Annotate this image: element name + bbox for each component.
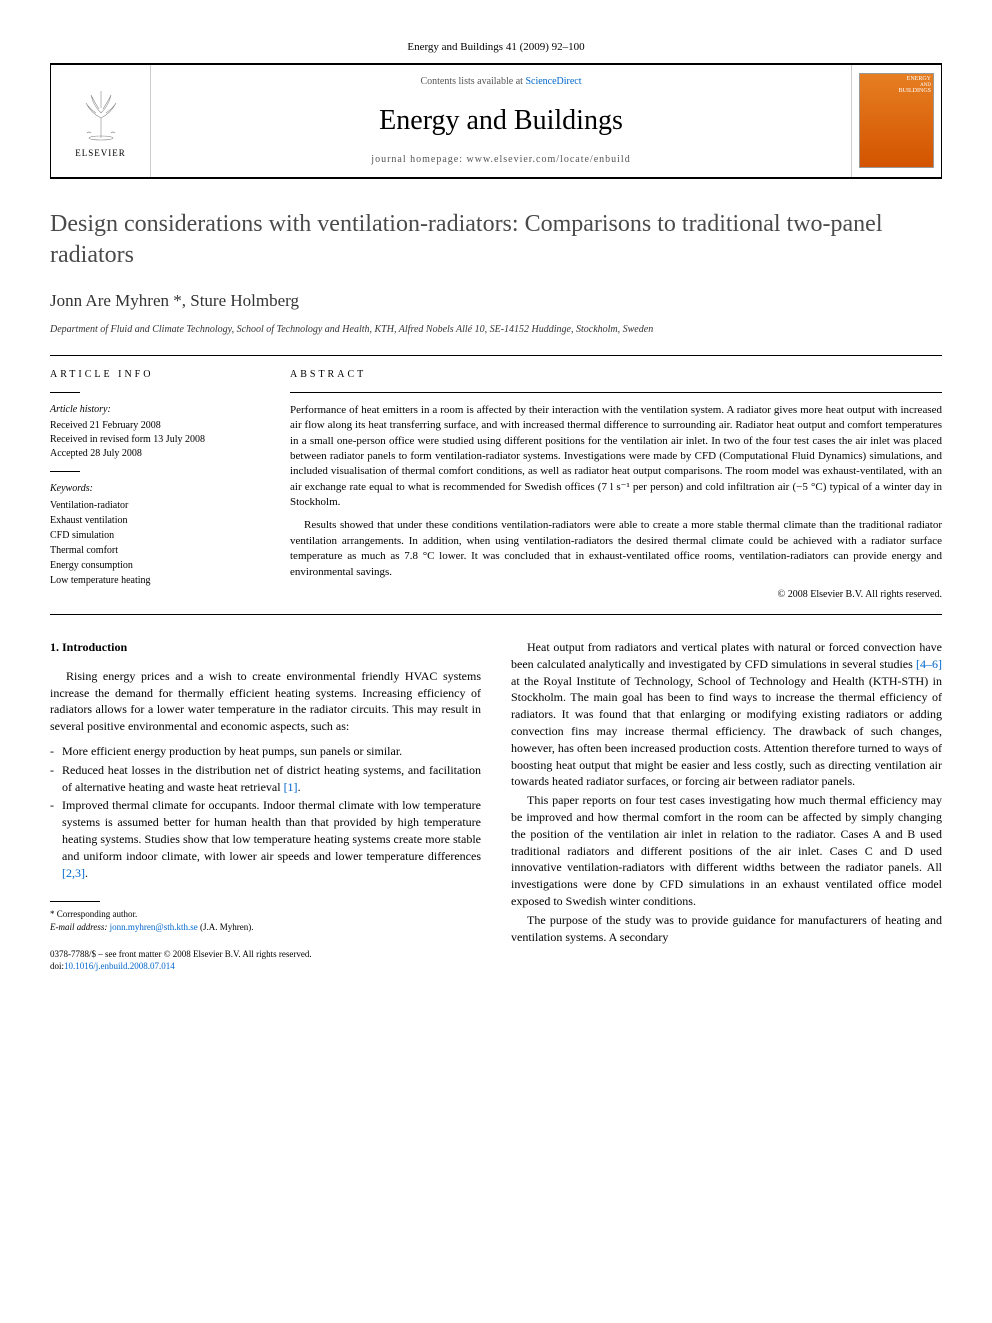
reference-link[interactable]: [1]	[284, 780, 298, 794]
journal-reference: Energy and Buildings 41 (2009) 92–100	[50, 40, 942, 55]
email-label: E-mail address:	[50, 922, 110, 932]
doi-link[interactable]: 10.1016/j.enbuild.2008.07.014	[64, 961, 175, 971]
keyword: Low temperature heating	[50, 573, 260, 588]
info-abstract-row: ARTICLE INFO Article history: Received 2…	[50, 356, 942, 614]
doi-prefix: doi:	[50, 961, 64, 971]
copyright-line: © 2008 Elsevier B.V. All rights reserved…	[290, 588, 942, 602]
reference-link[interactable]: [2,3]	[62, 866, 85, 880]
body-paragraph: Heat output from radiators and vertical …	[511, 639, 942, 790]
body-paragraph: Rising energy prices and a wish to creat…	[50, 668, 481, 735]
divider	[50, 614, 942, 615]
keyword: Energy consumption	[50, 558, 260, 573]
article-info-block: ARTICLE INFO Article history: Received 2…	[50, 368, 260, 602]
footnote-block: * Corresponding author. E-mail address: …	[50, 908, 481, 933]
article-title: Design considerations with ventilation-r…	[50, 209, 942, 271]
footer-meta: 0378-7788/$ – see front matter © 2008 El…	[50, 948, 481, 973]
elsevier-tree-icon	[71, 83, 131, 143]
accepted-date: Accepted 28 July 2008	[50, 447, 260, 461]
contents-prefix: Contents lists available at	[420, 76, 525, 87]
abstract-paragraph: Results showed that under these conditio…	[290, 518, 942, 580]
banner-center: Contents lists available at ScienceDirec…	[151, 65, 851, 176]
keyword: CFD simulation	[50, 528, 260, 543]
journal-cover-thumbnail: ENERGY AND BUILDINGS	[859, 73, 934, 168]
journal-homepage-line: journal homepage: www.elsevier.com/locat…	[161, 153, 841, 167]
right-column: Heat output from radiators and vertical …	[511, 639, 942, 973]
list-item: Improved thermal climate for occupants. …	[50, 797, 481, 881]
bullet-text: Improved thermal climate for occupants. …	[62, 798, 481, 862]
email-link[interactable]: jonn.myhren@sth.kth.se	[110, 922, 198, 932]
period: .	[85, 866, 88, 880]
abstract-heading: ABSTRACT	[290, 368, 942, 382]
keyword: Exhaust ventilation	[50, 513, 260, 528]
para-text: at the Royal Institute of Technology, Sc…	[511, 674, 942, 789]
abstract-paragraph: Performance of heat emitters in a room i…	[290, 403, 942, 511]
cover-title-bottom: BUILDINGS	[899, 88, 931, 94]
front-matter-line: 0378-7788/$ – see front matter © 2008 El…	[50, 948, 481, 961]
publisher-logo-block: ELSEVIER	[51, 65, 151, 176]
email-line: E-mail address: jonn.myhren@sth.kth.se (…	[50, 921, 481, 934]
journal-banner: ELSEVIER Contents lists available at Sci…	[50, 63, 942, 178]
left-column: 1. Introduction Rising energy prices and…	[50, 639, 481, 973]
affiliation: Department of Fluid and Climate Technolo…	[50, 323, 942, 337]
section-heading: 1. Introduction	[50, 639, 481, 656]
keyword: Thermal comfort	[50, 543, 260, 558]
corresponding-author: * Corresponding author.	[50, 908, 481, 921]
reference-link[interactable]: [4–6]	[916, 657, 942, 671]
contents-available-line: Contents lists available at ScienceDirec…	[161, 75, 841, 89]
homepage-url: www.elsevier.com/locate/enbuild	[467, 154, 631, 165]
abstract-block: ABSTRACT Performance of heat emitters in…	[290, 368, 942, 602]
list-item: More efficient energy production by heat…	[50, 743, 481, 760]
homepage-prefix: journal homepage:	[371, 154, 466, 165]
journal-title: Energy and Buildings	[161, 101, 841, 140]
bullet-list: More efficient energy production by heat…	[50, 743, 481, 881]
keywords-list: Ventilation-radiator Exhaust ventilation…	[50, 498, 260, 588]
journal-cover-block: ENERGY AND BUILDINGS	[851, 65, 941, 176]
article-info-heading: ARTICLE INFO	[50, 368, 260, 382]
doi-line: doi:10.1016/j.enbuild.2008.07.014	[50, 960, 481, 973]
keywords-label: Keywords:	[50, 482, 260, 496]
publisher-name: ELSEVIER	[75, 147, 126, 160]
sciencedirect-link[interactable]: ScienceDirect	[525, 76, 581, 87]
keyword: Ventilation-radiator	[50, 498, 260, 513]
revised-date: Received in revised form 13 July 2008	[50, 433, 260, 447]
email-suffix: (J.A. Myhren).	[198, 922, 254, 932]
history-label: Article history:	[50, 403, 260, 417]
received-date: Received 21 February 2008	[50, 419, 260, 433]
body-paragraph: The purpose of the study was to provide …	[511, 912, 942, 946]
body-columns: 1. Introduction Rising energy prices and…	[50, 639, 942, 973]
bullet-text: Reduced heat losses in the distribution …	[62, 763, 481, 794]
period: .	[298, 780, 301, 794]
list-item: Reduced heat losses in the distribution …	[50, 762, 481, 796]
authors: Jonn Are Myhren *, Sture Holmberg	[50, 289, 942, 313]
para-text: Heat output from radiators and vertical …	[511, 640, 942, 671]
cover-title-top: ENERGY	[907, 76, 931, 82]
footnote-separator	[50, 901, 100, 902]
body-paragraph: This paper reports on four test cases in…	[511, 792, 942, 910]
